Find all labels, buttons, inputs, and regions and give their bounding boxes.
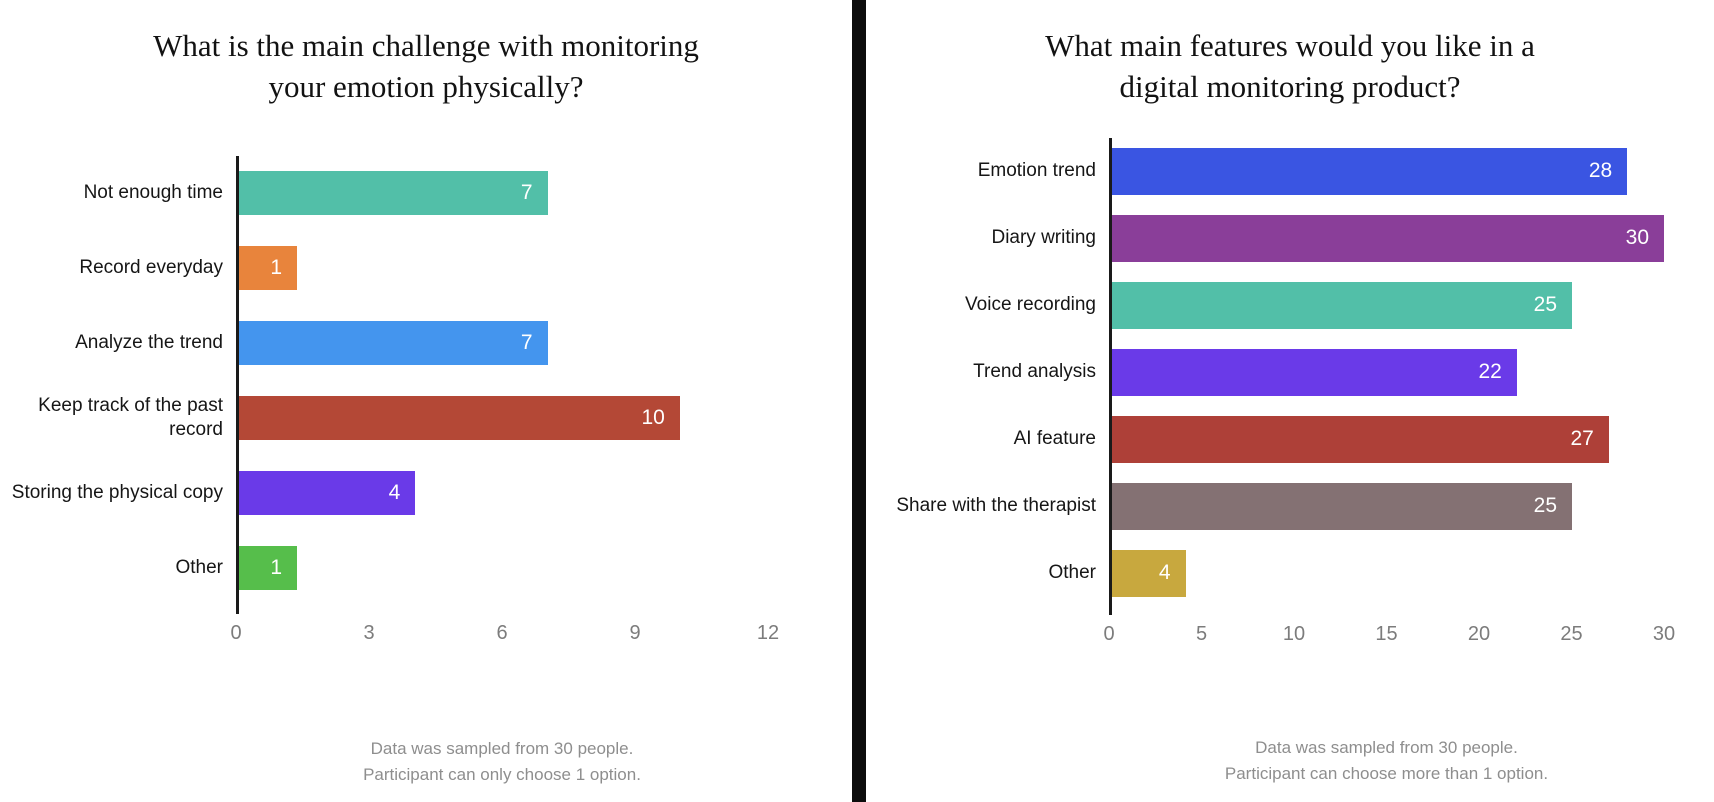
bar-row: 30 [1112,205,1664,272]
value-label: 7 [520,181,533,205]
category-label: Keep track of the past record [38,395,223,441]
bar-row: 7 [239,156,768,231]
bar: 27 [1112,415,1609,463]
value-label: 4 [1158,561,1171,585]
category-labels: Emotion trend Diary writing Voice recordin… [866,138,1109,615]
x-tick-label: 3 [363,621,375,644]
value-label: 1 [270,256,282,280]
category-label: Emotion trend [977,160,1096,182]
category-label: Trend analysis [973,361,1096,383]
footnote-line-2: Participant can only choose 1 option. [363,765,641,785]
left-chart-panel: What is the main challenge with monitori… [0,0,852,802]
x-axis-ticks: 0 3 6 9 12 [230,621,779,648]
bar: 22 [1112,348,1517,396]
value-label: 27 [1570,427,1594,451]
footnote: Data was sampled from 30 people. Partici… [236,736,768,789]
chart-area: Emotion trend Diary writing Voice recordin… [866,137,1714,615]
value-label: 28 [1588,159,1613,183]
bar-row: 4 [1112,540,1664,607]
value-label: 30 [1625,226,1649,250]
bar-rows: 7 1 7 10 4 1 [236,155,768,614]
category-label: Not enough time [83,182,223,204]
bar-row: 25 [1112,272,1664,339]
x-axis-ticks: 0 5 10 15 20 25 30 [1103,622,1675,649]
bar-row: 27 [1112,406,1664,473]
x-tick-label: 9 [629,621,641,644]
x-tick-label: 6 [496,621,508,644]
bar: 1 [239,546,297,591]
bar-rows: 28 30 25 22 27 25 4 [1109,137,1664,615]
footnote-line-1: Data was sampled from 30 people. [370,738,634,758]
x-tick-label: 10 [1282,622,1306,645]
bar-row: 22 [1112,339,1664,406]
title-line-1: What main features would you like in a [1045,28,1535,63]
bar-row: 10 [239,381,768,456]
divider [852,0,866,802]
x-tick-label: 12 [756,621,780,644]
value-label: 22 [1478,360,1502,384]
chart-title: What is the main challenge with monitori… [0,0,852,108]
category-label: Diary writing [991,227,1096,249]
bar: 1 [239,246,297,291]
category-label: Storing the physical copy [11,482,223,504]
category-label: Other [175,557,223,579]
bar-row: 7 [239,306,768,381]
x-tick-label: 30 [1652,622,1676,645]
category-label: Analyze the trend [75,332,223,354]
value-label: 7 [520,331,533,355]
value-label: 10 [641,406,665,430]
chart-title: What main features would you like in a d… [866,0,1714,108]
x-tick-label: 25 [1560,622,1583,645]
x-tick-label: 5 [1195,622,1208,645]
value-label: 1 [270,556,282,580]
value-label: 25 [1533,293,1557,317]
category-labels: Not enough time Record everyday Analyze th… [0,156,236,614]
value-label: 4 [388,481,401,505]
bar: 25 [1112,482,1572,530]
x-tick-label: 15 [1375,622,1398,645]
bar: 28 [1112,147,1628,195]
category-label: Voice recording [965,294,1096,316]
footnote-line-2: Participant can choose more than 1 optio… [1224,764,1549,784]
bar-row: 4 [239,456,768,531]
category-label: Record everyday [79,257,223,279]
category-label: AI feature [1013,428,1096,450]
bar: 7 [239,321,548,366]
bar: 4 [239,471,416,516]
bar: 30 [1112,214,1664,262]
footnote: Data was sampled from 30 people. Partici… [1109,735,1664,788]
bar: 4 [1112,549,1186,597]
title-line-1: What is the main challenge with monitori… [153,28,699,63]
value-label: 25 [1533,494,1557,518]
bar-row: 25 [1112,473,1664,540]
title-line-2: digital monitoring product? [1119,68,1461,104]
footnote-line-1: Data was sampled from 30 people. [1255,737,1518,757]
title-line-2: your emotion physically? [268,68,584,104]
x-tick-label: 0 [230,621,242,644]
chart-area: Not enough time Record everyday Analyze th… [0,155,852,614]
bar-row: 1 [239,531,768,606]
category-label: Share with the therapist [896,495,1096,517]
x-tick-label: 20 [1467,622,1491,645]
bar: 25 [1112,281,1572,329]
bar-row: 1 [239,231,768,306]
right-chart-panel: What main features would you like in a d… [866,0,1714,802]
bar: 10 [239,396,680,441]
x-tick-label: 0 [1103,622,1115,645]
bar: 7 [239,171,548,216]
category-label: Other [1048,562,1096,584]
bar-row: 28 [1112,138,1664,205]
